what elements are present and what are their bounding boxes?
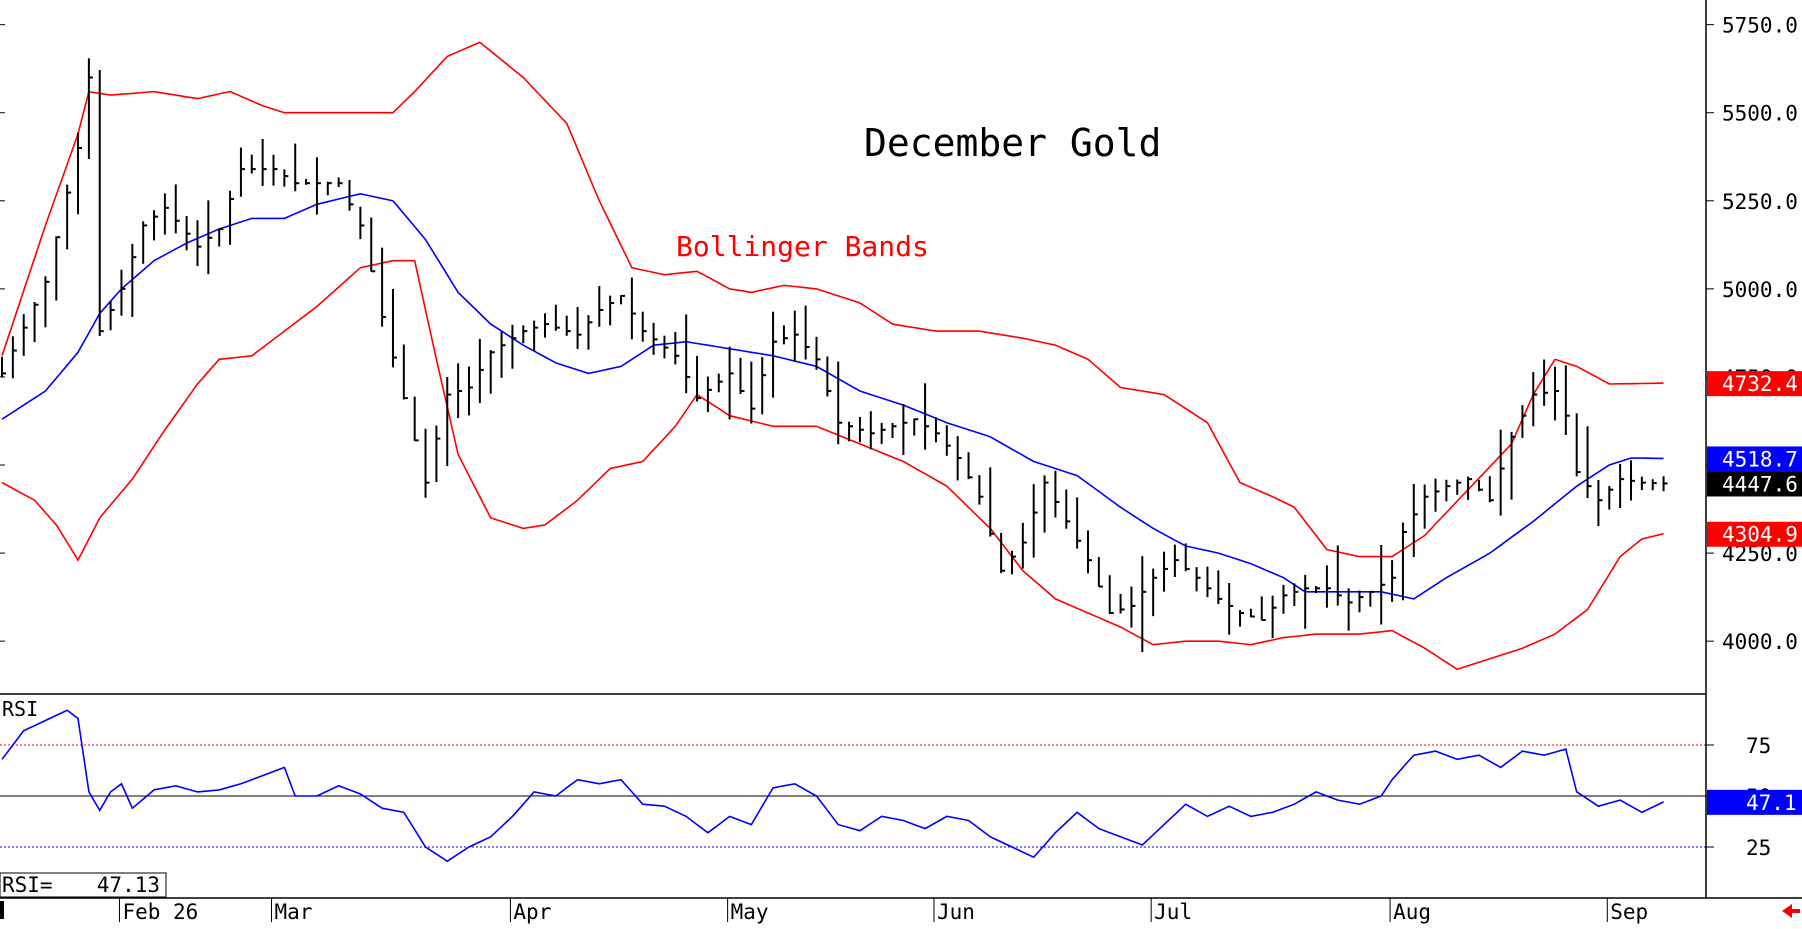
x-axis-month-label: Jun bbox=[937, 900, 975, 924]
rsi-value-tag-label: 47.1 bbox=[1746, 791, 1797, 815]
price-tag-box bbox=[1707, 446, 1802, 472]
x-axis-month-label: Feb 26 bbox=[122, 900, 198, 924]
rsi-axis-tick-label: 75 bbox=[1746, 734, 1771, 758]
lower-band-line bbox=[1, 259, 1664, 671]
rsi-readout-value: 47.13 bbox=[97, 873, 160, 897]
chart-title: December Gold bbox=[864, 121, 1161, 165]
price-tag-box bbox=[1707, 521, 1802, 547]
scroll-left-arrow-icon[interactable] bbox=[1782, 904, 1800, 918]
bollinger-bands-annotation: Bollinger Bands bbox=[676, 230, 929, 263]
y-axis-tick-label: 5500.0 bbox=[1722, 102, 1798, 126]
x-axis-month-label: Mar bbox=[275, 900, 313, 924]
y-axis-tick-label: 5250.0 bbox=[1722, 190, 1798, 214]
y-axis-tick-label: 4000.0 bbox=[1722, 630, 1798, 654]
scroll-start-marker bbox=[0, 901, 4, 919]
x-axis-month-label: May bbox=[731, 900, 769, 924]
x-axis-month-label: Apr bbox=[513, 900, 551, 924]
rsi-value-tag-box bbox=[1707, 789, 1802, 815]
price-tag-label: 4518.7 bbox=[1722, 447, 1798, 471]
x-axis-month-label: Sep bbox=[1610, 900, 1648, 924]
x-axis-month-label: Jul bbox=[1154, 900, 1192, 924]
middle-band-line bbox=[1, 192, 1664, 600]
y-axis-tick-label: 5750.0 bbox=[1722, 14, 1798, 38]
rsi-readout-box bbox=[0, 872, 167, 898]
upper-band-line bbox=[1, 41, 1664, 558]
rsi-axis-tick-label: 25 bbox=[1746, 836, 1771, 860]
y-axis-tick-label: 5000.0 bbox=[1722, 278, 1798, 302]
x-axis-month-label: Aug bbox=[1393, 900, 1431, 924]
price-tag-label: 4732.4 bbox=[1722, 372, 1798, 396]
price-tag-box bbox=[1707, 371, 1802, 397]
price-tag-label: 4447.6 bbox=[1722, 472, 1798, 496]
rsi-panel-label: RSI bbox=[2, 697, 38, 721]
rsi-line bbox=[1, 709, 1664, 863]
rsi-readout-label: RSI= bbox=[2, 873, 53, 897]
price-tag-label: 4304.9 bbox=[1722, 523, 1798, 547]
price-tag-box bbox=[1707, 471, 1802, 497]
